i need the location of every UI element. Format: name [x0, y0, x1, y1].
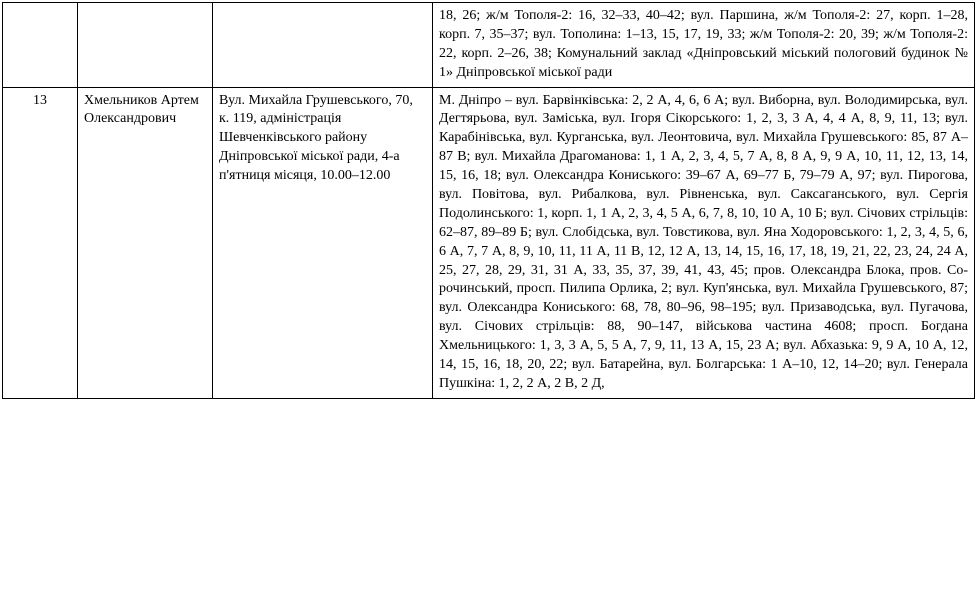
table-body: 18, 26; ж/м Тополя-2: 16, 32–33, 40–42; …	[3, 3, 975, 399]
cell-name: Хмельников Артем Олександрович	[78, 87, 213, 398]
cell-description: 18, 26; ж/м Тополя-2: 16, 32–33, 40–42; …	[433, 3, 975, 88]
cell-description: М. Дніпро – вул. Барвінківська: 2, 2 А, …	[433, 87, 975, 398]
table-row: 18, 26; ж/м Тополя-2: 16, 32–33, 40–42; …	[3, 3, 975, 88]
table-row: 13 Хмельников Артем Олександрович Вул. М…	[3, 87, 975, 398]
cell-number	[3, 3, 78, 88]
cell-address: Вул. Михайла Грушевського, 70, к. 119, а…	[213, 87, 433, 398]
cell-address	[213, 3, 433, 88]
cell-number: 13	[3, 87, 78, 398]
cell-name	[78, 3, 213, 88]
document-table: 18, 26; ж/м Тополя-2: 16, 32–33, 40–42; …	[2, 2, 975, 399]
